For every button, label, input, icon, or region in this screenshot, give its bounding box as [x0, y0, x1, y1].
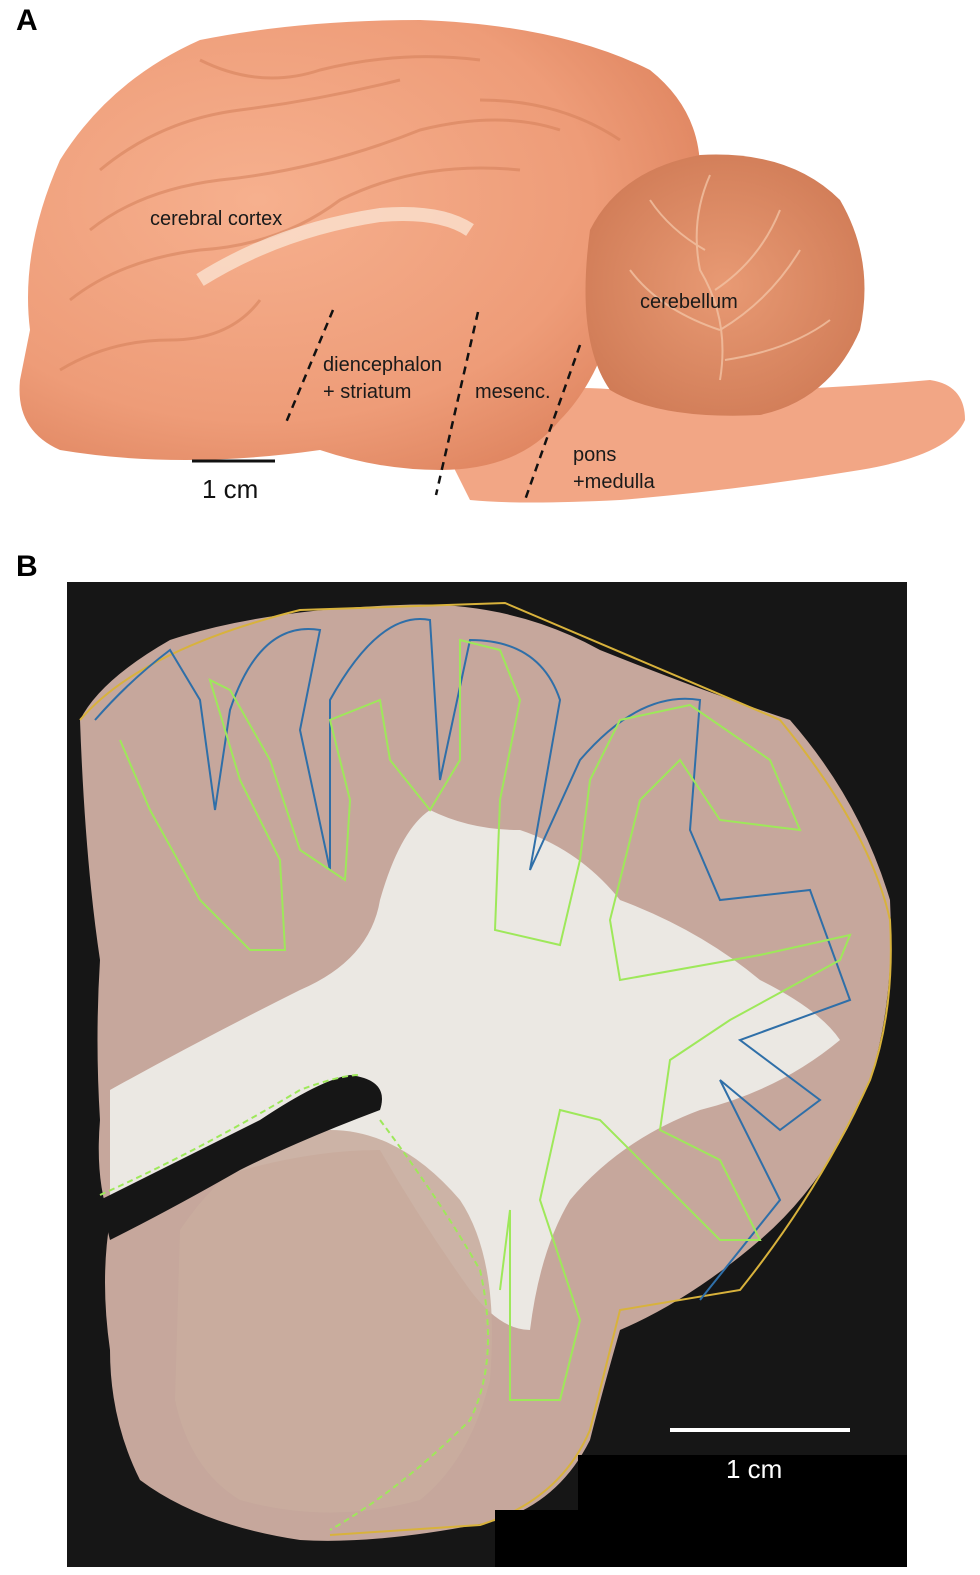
gyri-texture — [59, 55, 621, 372]
deep-nuclei-shape — [175, 1130, 492, 1513]
region-boundaries — [283, 309, 582, 501]
gray-white-boundary-green — [119, 638, 852, 1401]
label-cerebellum: cerebellum — [640, 291, 738, 313]
label-diencephalon: diencephalon — [323, 354, 442, 376]
label-mesencephalon: mesenc. — [475, 381, 551, 403]
panel-b-scale-label: 1 cm — [726, 1454, 783, 1484]
outer-boundary-yellow — [79, 601, 892, 1536]
panel-a-scale-label: 1 cm — [202, 474, 259, 504]
panel-a-letter: A — [16, 4, 38, 37]
cerebellum-folia — [629, 174, 831, 381]
panel-a-brain-photo — [19, 20, 965, 503]
panel-b-letter: B — [16, 550, 38, 583]
pial-contour-blue — [94, 618, 852, 1301]
label-pons: pons — [573, 444, 617, 466]
white-matter-shape — [110, 810, 840, 1330]
label-striatum: + striatum — [323, 381, 412, 403]
cerebral-hemisphere-shape — [19, 20, 700, 470]
label-medulla: +medulla — [573, 471, 655, 493]
ventricle-gap — [100, 1075, 382, 1240]
cerebellum-shape — [585, 154, 865, 416]
scale-label-background — [578, 1455, 907, 1567]
gray-white-boundary-dashed — [99, 1074, 489, 1531]
label-cerebral-cortex: cerebral cortex — [150, 208, 283, 230]
